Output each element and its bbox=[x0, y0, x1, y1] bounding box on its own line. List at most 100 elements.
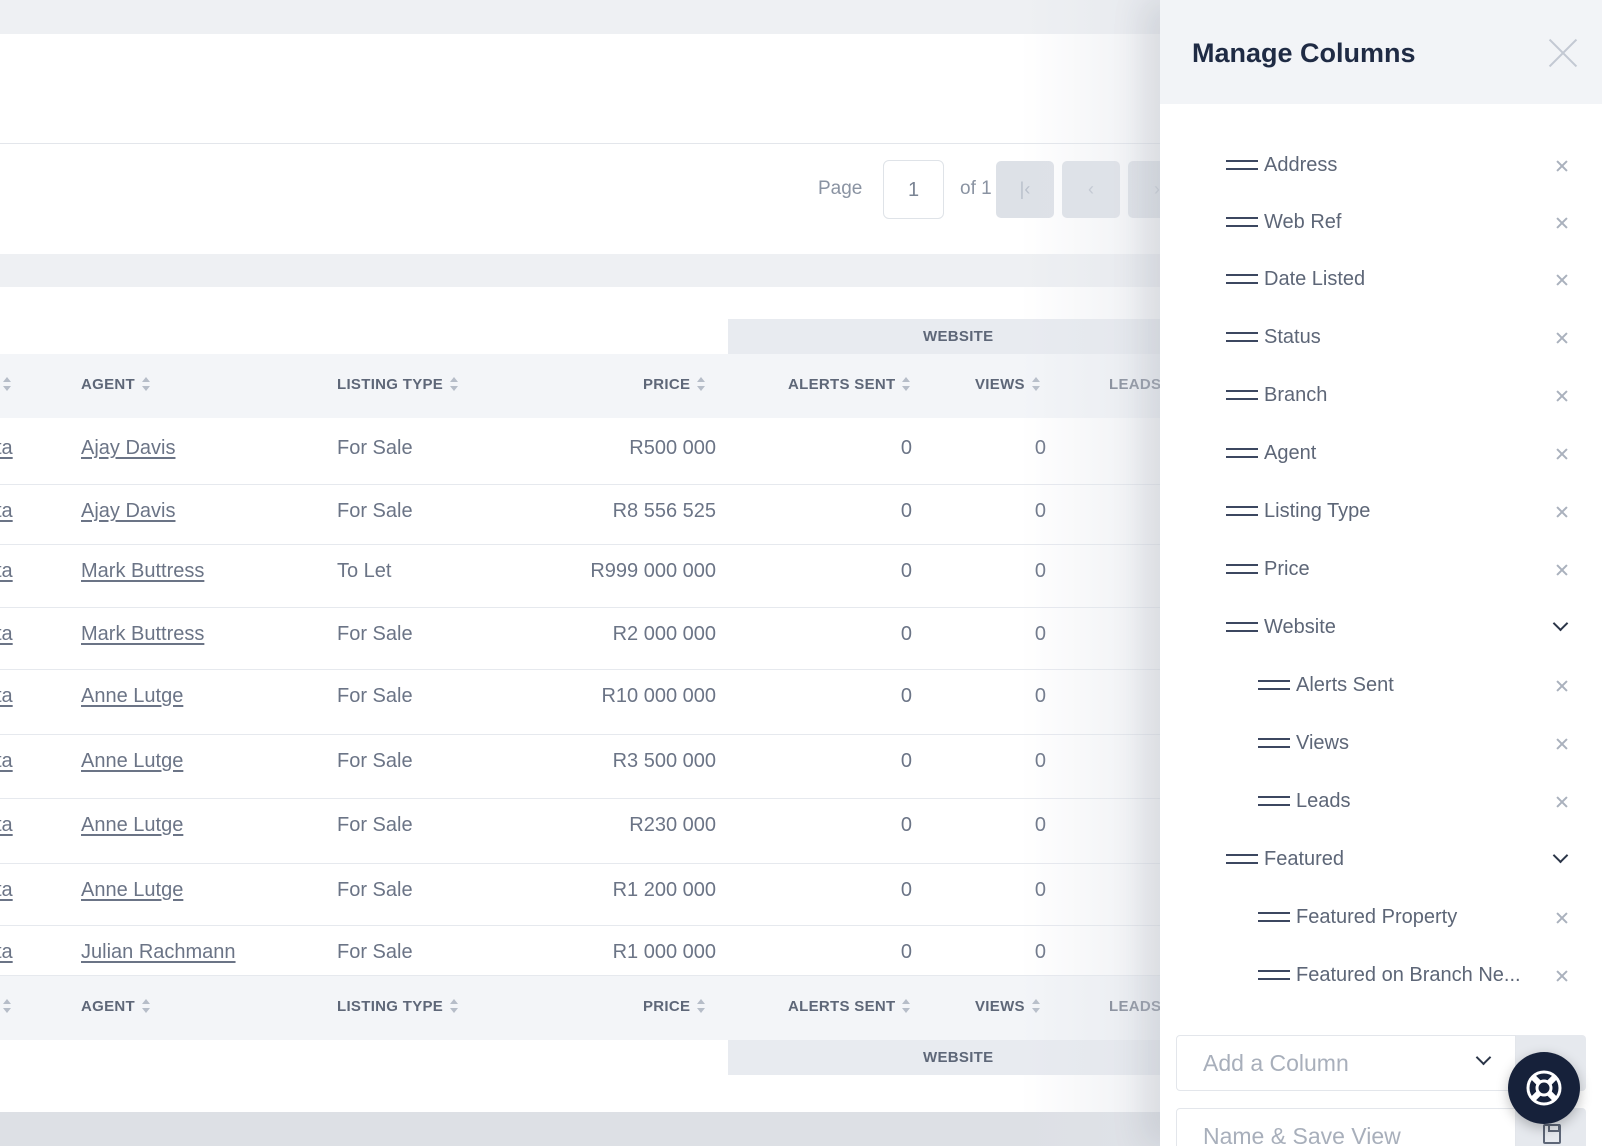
branch-cell-link[interactable]: ta bbox=[0, 879, 13, 901]
sort-icon[interactable] bbox=[141, 998, 151, 1014]
drag-handle-icon[interactable] bbox=[1226, 620, 1258, 634]
add-column-select[interactable]: Add a Column bbox=[1176, 1035, 1516, 1091]
sort-icon[interactable] bbox=[1031, 998, 1041, 1014]
table-row[interactable]: ta Julian Rachmann For Sale R1 000 000 0 0 bbox=[0, 926, 1160, 976]
chevron-down-icon[interactable] bbox=[1552, 618, 1568, 634]
column-header-price[interactable]: PRICE bbox=[643, 376, 706, 393]
agent-link[interactable]: Anne Lutge bbox=[81, 879, 184, 901]
column-item-views[interactable]: Views bbox=[1160, 723, 1602, 763]
column-item-branch[interactable]: Branch bbox=[1160, 375, 1602, 415]
first-page-button[interactable]: |‹ bbox=[996, 161, 1054, 218]
sort-icon[interactable] bbox=[141, 376, 151, 392]
sort-icon[interactable] bbox=[449, 376, 459, 392]
table-row[interactable]: ta Ajay Davis For Sale R500 000 0 0 bbox=[0, 418, 1160, 485]
help-button[interactable] bbox=[1508, 1052, 1580, 1124]
branch-cell-link[interactable]: ta bbox=[0, 685, 13, 707]
table-row[interactable]: ta Anne Lutge For Sale R230 000 0 0 bbox=[0, 799, 1160, 864]
column-header-leads[interactable]: LEADS bbox=[1109, 376, 1160, 393]
branch-cell-link[interactable]: ta bbox=[0, 623, 13, 645]
drag-handle-icon[interactable] bbox=[1226, 852, 1258, 866]
agent-link[interactable]: Ajay Davis bbox=[81, 437, 176, 459]
branch-cell-link[interactable]: ta bbox=[0, 500, 13, 522]
sort-icon[interactable] bbox=[449, 998, 459, 1014]
remove-column-icon[interactable] bbox=[1556, 738, 1568, 750]
drag-handle-icon[interactable] bbox=[1226, 215, 1258, 229]
column-item-alerts-sent[interactable]: Alerts Sent bbox=[1160, 665, 1602, 705]
prev-page-button[interactable]: ‹ bbox=[1062, 161, 1120, 218]
column-item-featured-on-branch-ne[interactable]: Featured on Branch Ne... bbox=[1160, 955, 1602, 995]
drag-handle-icon[interactable] bbox=[1226, 388, 1258, 402]
branch-cell-link[interactable]: ta bbox=[0, 750, 13, 772]
agent-link[interactable]: Anne Lutge bbox=[81, 750, 184, 772]
column-header-listing-type[interactable]: LISTING TYPE bbox=[337, 998, 459, 1015]
column-item-featured[interactable]: Featured bbox=[1160, 839, 1602, 879]
drag-handle-icon[interactable] bbox=[1258, 910, 1290, 924]
next-page-button[interactable]: › bbox=[1128, 161, 1160, 218]
column-item-website[interactable]: Website bbox=[1160, 607, 1602, 647]
sort-icon[interactable] bbox=[901, 998, 911, 1014]
drag-handle-icon[interactable] bbox=[1258, 794, 1290, 808]
table-row[interactable]: ta Anne Lutge For Sale R3 500 000 0 0 bbox=[0, 735, 1160, 799]
column-header-partial[interactable] bbox=[0, 376, 12, 393]
column-header-price[interactable]: PRICE bbox=[643, 998, 706, 1015]
remove-column-icon[interactable] bbox=[1556, 274, 1568, 286]
agent-link[interactable]: Mark Buttress bbox=[81, 623, 205, 645]
sort-icon[interactable] bbox=[696, 998, 706, 1014]
column-header-alerts-sent[interactable]: ALERTS SENT bbox=[788, 998, 911, 1015]
column-header-views[interactable]: VIEWS bbox=[975, 376, 1041, 393]
column-item-featured-property[interactable]: Featured Property bbox=[1160, 897, 1602, 937]
table-row[interactable]: ta Mark Buttress For Sale R2 000 000 0 0 bbox=[0, 608, 1160, 670]
remove-column-icon[interactable] bbox=[1556, 796, 1568, 808]
agent-link[interactable]: Anne Lutge bbox=[81, 685, 184, 707]
column-header-partial[interactable] bbox=[0, 998, 12, 1015]
remove-column-icon[interactable] bbox=[1556, 217, 1568, 229]
chevron-down-icon[interactable] bbox=[1552, 850, 1568, 866]
column-header-leads[interactable]: LEADS bbox=[1109, 998, 1160, 1015]
remove-column-icon[interactable] bbox=[1556, 506, 1568, 518]
agent-link[interactable]: Mark Buttress bbox=[81, 560, 205, 582]
sort-icon[interactable] bbox=[901, 376, 911, 392]
table-row[interactable]: ta Anne Lutge For Sale R1 200 000 0 0 bbox=[0, 864, 1160, 926]
remove-column-icon[interactable] bbox=[1556, 160, 1568, 172]
branch-cell-link[interactable]: ta bbox=[0, 560, 13, 582]
column-header-alerts-sent[interactable]: ALERTS SENT bbox=[788, 376, 911, 393]
table-row[interactable]: ta Mark Buttress To Let R999 000 000 0 0 bbox=[0, 545, 1160, 608]
column-item-leads[interactable]: Leads bbox=[1160, 781, 1602, 821]
branch-cell-link[interactable]: ta bbox=[0, 814, 13, 836]
column-header-agent[interactable]: AGENT bbox=[81, 376, 151, 393]
column-item-agent[interactable]: Agent bbox=[1160, 433, 1602, 473]
drag-handle-icon[interactable] bbox=[1226, 330, 1258, 344]
remove-column-icon[interactable] bbox=[1556, 912, 1568, 924]
drag-handle-icon[interactable] bbox=[1226, 504, 1258, 518]
drag-handle-icon[interactable] bbox=[1226, 158, 1258, 172]
close-icon[interactable] bbox=[1548, 38, 1578, 68]
column-item-date-listed[interactable]: Date Listed bbox=[1160, 259, 1602, 299]
column-item-address[interactable]: Address bbox=[1160, 145, 1602, 185]
column-header-listing-type[interactable]: LISTING TYPE bbox=[337, 376, 459, 393]
remove-column-icon[interactable] bbox=[1556, 390, 1568, 402]
agent-link[interactable]: Anne Lutge bbox=[81, 814, 184, 836]
sort-icon[interactable] bbox=[2, 998, 12, 1014]
branch-cell-link[interactable]: ta bbox=[0, 437, 13, 459]
sort-icon[interactable] bbox=[696, 376, 706, 392]
sort-icon[interactable] bbox=[1031, 376, 1041, 392]
save-view-button[interactable] bbox=[1516, 1108, 1586, 1146]
branch-cell-link[interactable]: ta bbox=[0, 941, 13, 963]
remove-column-icon[interactable] bbox=[1556, 970, 1568, 982]
column-item-price[interactable]: Price bbox=[1160, 549, 1602, 589]
drag-handle-icon[interactable] bbox=[1258, 678, 1290, 692]
page-number-input[interactable]: 1 bbox=[883, 160, 944, 219]
remove-column-icon[interactable] bbox=[1556, 564, 1568, 576]
table-row[interactable]: ta Anne Lutge For Sale R10 000 000 0 0 bbox=[0, 670, 1160, 735]
drag-handle-icon[interactable] bbox=[1226, 272, 1258, 286]
agent-link[interactable]: Ajay Davis bbox=[81, 500, 176, 522]
column-item-status[interactable]: Status bbox=[1160, 317, 1602, 357]
remove-column-icon[interactable] bbox=[1556, 448, 1568, 460]
column-item-listing-type[interactable]: Listing Type bbox=[1160, 491, 1602, 531]
agent-link[interactable]: Julian Rachmann bbox=[81, 941, 236, 963]
remove-column-icon[interactable] bbox=[1556, 680, 1568, 692]
save-view-input[interactable]: Name & Save View bbox=[1176, 1108, 1516, 1146]
column-header-views[interactable]: VIEWS bbox=[975, 998, 1041, 1015]
drag-handle-icon[interactable] bbox=[1226, 562, 1258, 576]
column-item-web-ref[interactable]: Web Ref bbox=[1160, 202, 1602, 242]
